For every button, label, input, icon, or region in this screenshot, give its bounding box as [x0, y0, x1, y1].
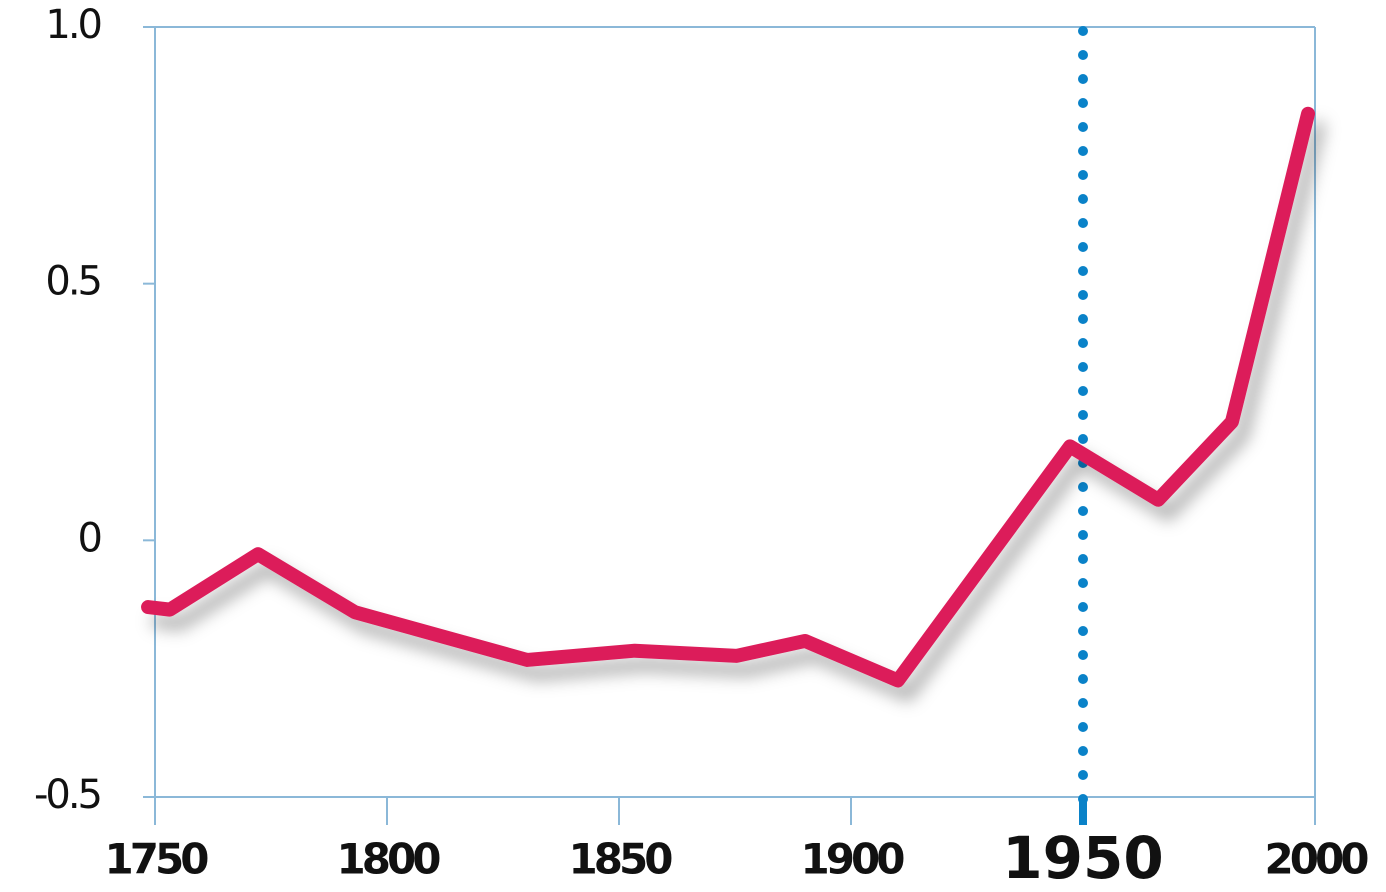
x-tick-label: 1750: [105, 835, 209, 884]
y-tick-label: -0.5: [34, 772, 100, 818]
data-line: [141, 106, 1316, 688]
x-tick-label: 1950: [1002, 824, 1163, 892]
x-tick-label: 1850: [569, 835, 673, 884]
y-tick-label: 1.0: [45, 2, 100, 48]
x-tick-label: 1900: [801, 835, 905, 884]
x-tick-label: 2000: [1265, 835, 1369, 884]
x-tick-label: 1800: [337, 835, 441, 884]
y-tick-label: 0: [78, 515, 101, 561]
y-tick-label: 0.5: [45, 259, 100, 305]
